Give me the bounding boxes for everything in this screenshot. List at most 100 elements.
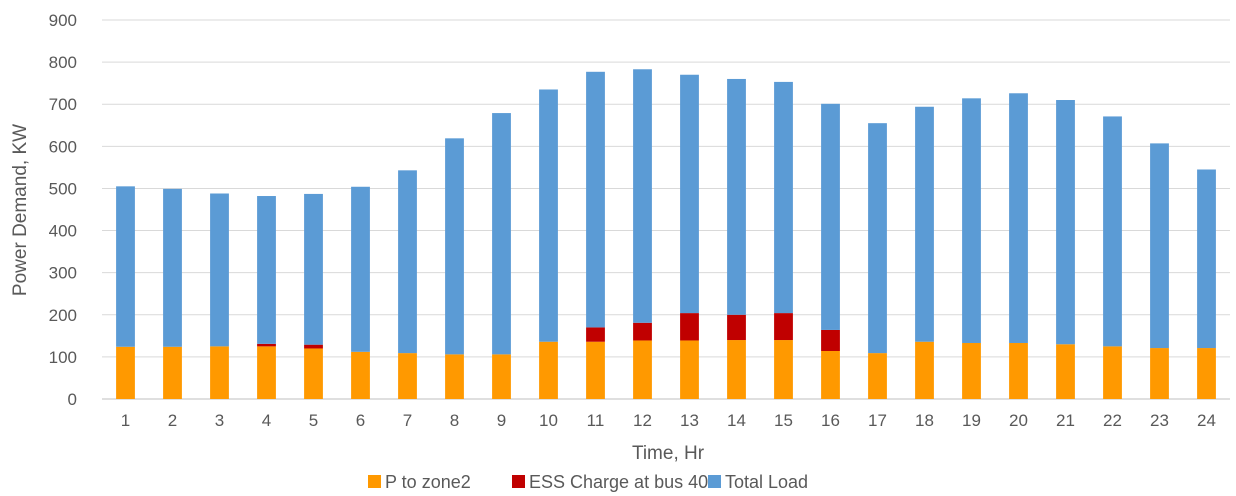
y-tick-label: 0 <box>68 390 77 409</box>
bar-segment-series-3 <box>351 186 370 352</box>
bar-segment-series-1 <box>1009 342 1028 399</box>
bar-segment-series-3 <box>868 123 887 354</box>
bar-segment-series-2 <box>304 344 323 349</box>
bar-segment-series-1 <box>1197 348 1216 399</box>
bar-segment-series-1 <box>774 340 793 399</box>
bar-segment-series-3 <box>1197 169 1216 349</box>
bar-segment-series-3 <box>492 113 511 355</box>
bar-segment-series-1 <box>727 340 746 399</box>
y-tick-labels: 0 100 200 300 400 500 600 700 800 900 <box>49 11 77 409</box>
x-tick-label: 20 <box>1009 411 1028 430</box>
bar-segment-series-1 <box>492 354 511 399</box>
x-tick-labels: 1 2 3 4 5 6 7 8 9 10 11 12 13 14 15 16 17 18 19 20 21 22 23 24 <box>121 411 1216 430</box>
bar-segment-series-1 <box>398 353 417 399</box>
bar-segment-series-3 <box>1009 93 1028 343</box>
legend-swatch <box>512 475 525 488</box>
bar-segment-series-1 <box>210 346 229 399</box>
bar-segment-series-3 <box>633 69 652 323</box>
bar-segment-series-1 <box>915 341 934 399</box>
legend-label: Total Load <box>725 472 808 492</box>
y-axis-title: Power Demand, KW <box>10 124 31 296</box>
x-tick-label: 12 <box>633 411 652 430</box>
bar-segment-series-2 <box>257 343 276 347</box>
bar-segment-series-1 <box>1056 344 1075 399</box>
bar-segment-series-1 <box>586 341 605 399</box>
bar-segment-series-2 <box>633 322 652 341</box>
bar-segment-series-3 <box>539 89 558 342</box>
y-tick-label: 500 <box>49 179 77 198</box>
bar-segment-series-2 <box>821 329 840 351</box>
bar-segment-series-3 <box>774 81 793 314</box>
bar-segment-series-1 <box>633 340 652 399</box>
bar-segment-series-1 <box>1103 346 1122 399</box>
legend-label: ESS Charge at bus 40 <box>529 472 708 492</box>
bars-group <box>116 69 1216 399</box>
y-tick-label: 700 <box>49 95 77 114</box>
bar-segment-series-1 <box>680 340 699 399</box>
bar-segment-series-1 <box>962 342 981 399</box>
legend: P to zone2 ESS Charge at bus 40 Total Load <box>368 472 808 492</box>
y-tick-label: 800 <box>49 53 77 72</box>
x-tick-label: 24 <box>1197 411 1216 430</box>
x-tick-label: 10 <box>539 411 558 430</box>
bar-segment-series-2 <box>774 313 793 341</box>
y-tick-label: 600 <box>49 137 77 156</box>
bar-segment-series-3 <box>821 103 840 330</box>
x-tick-label: 11 <box>587 411 605 430</box>
x-tick-label: 9 <box>497 411 506 430</box>
x-tick-label: 6 <box>356 411 365 430</box>
x-tick-label: 13 <box>680 411 699 430</box>
x-tick-label: 5 <box>309 411 318 430</box>
x-tick-label: 3 <box>215 411 224 430</box>
bar-segment-series-2 <box>727 314 746 341</box>
gridlines <box>102 19 1230 400</box>
legend-swatch <box>368 475 381 488</box>
y-tick-label: 900 <box>49 11 77 30</box>
bar-segment-series-3 <box>304 193 323 345</box>
y-tick-label: 300 <box>49 264 77 283</box>
bar-segment-series-3 <box>680 74 699 314</box>
x-tick-label: 23 <box>1150 411 1169 430</box>
x-tick-label: 4 <box>262 411 271 430</box>
bar-segment-series-1 <box>445 354 464 399</box>
legend-swatch <box>708 475 721 488</box>
x-tick-label: 2 <box>168 411 177 430</box>
x-tick-label: 19 <box>962 411 981 430</box>
bar-segment-series-3 <box>1103 116 1122 347</box>
bar-segment-series-1 <box>163 346 182 399</box>
bar-segment-series-3 <box>398 170 417 354</box>
bar-segment-series-2 <box>680 313 699 341</box>
x-tick-label: 18 <box>915 411 934 430</box>
bar-segment-series-3 <box>1150 143 1169 349</box>
bar-segment-series-1 <box>351 351 370 399</box>
bar-segment-series-1 <box>821 350 840 399</box>
bar-segment-series-1 <box>304 348 323 399</box>
bar-segment-series-3 <box>116 186 135 347</box>
y-tick-label: 400 <box>49 222 77 241</box>
bar-segment-series-3 <box>210 193 229 347</box>
x-tick-label: 8 <box>450 411 459 430</box>
bar-segment-series-1 <box>116 346 135 399</box>
x-tick-label: 15 <box>774 411 793 430</box>
bar-segment-series-1 <box>257 346 276 399</box>
bar-segment-series-3 <box>163 188 182 347</box>
bar-segment-series-1 <box>539 341 558 399</box>
x-tick-label: 17 <box>868 411 887 430</box>
legend-label: P to zone2 <box>385 472 471 492</box>
x-tick-label: 7 <box>403 411 412 430</box>
x-tick-label: 21 <box>1056 411 1075 430</box>
x-axis-title: Time, Hr <box>632 443 705 464</box>
y-tick-label: 200 <box>49 306 77 325</box>
bar-segment-series-3 <box>727 78 746 315</box>
bar-segment-series-3 <box>257 196 276 344</box>
y-tick-label: 100 <box>49 348 77 367</box>
bar-segment-series-2 <box>586 327 605 342</box>
bar-segment-series-3 <box>962 98 981 343</box>
bar-segment-series-1 <box>1150 348 1169 399</box>
x-tick-label: 1 <box>121 411 130 430</box>
bar-segment-series-3 <box>586 71 605 328</box>
x-tick-label: 22 <box>1103 411 1122 430</box>
x-tick-label: 16 <box>821 411 840 430</box>
bar-segment-series-3 <box>445 138 464 355</box>
